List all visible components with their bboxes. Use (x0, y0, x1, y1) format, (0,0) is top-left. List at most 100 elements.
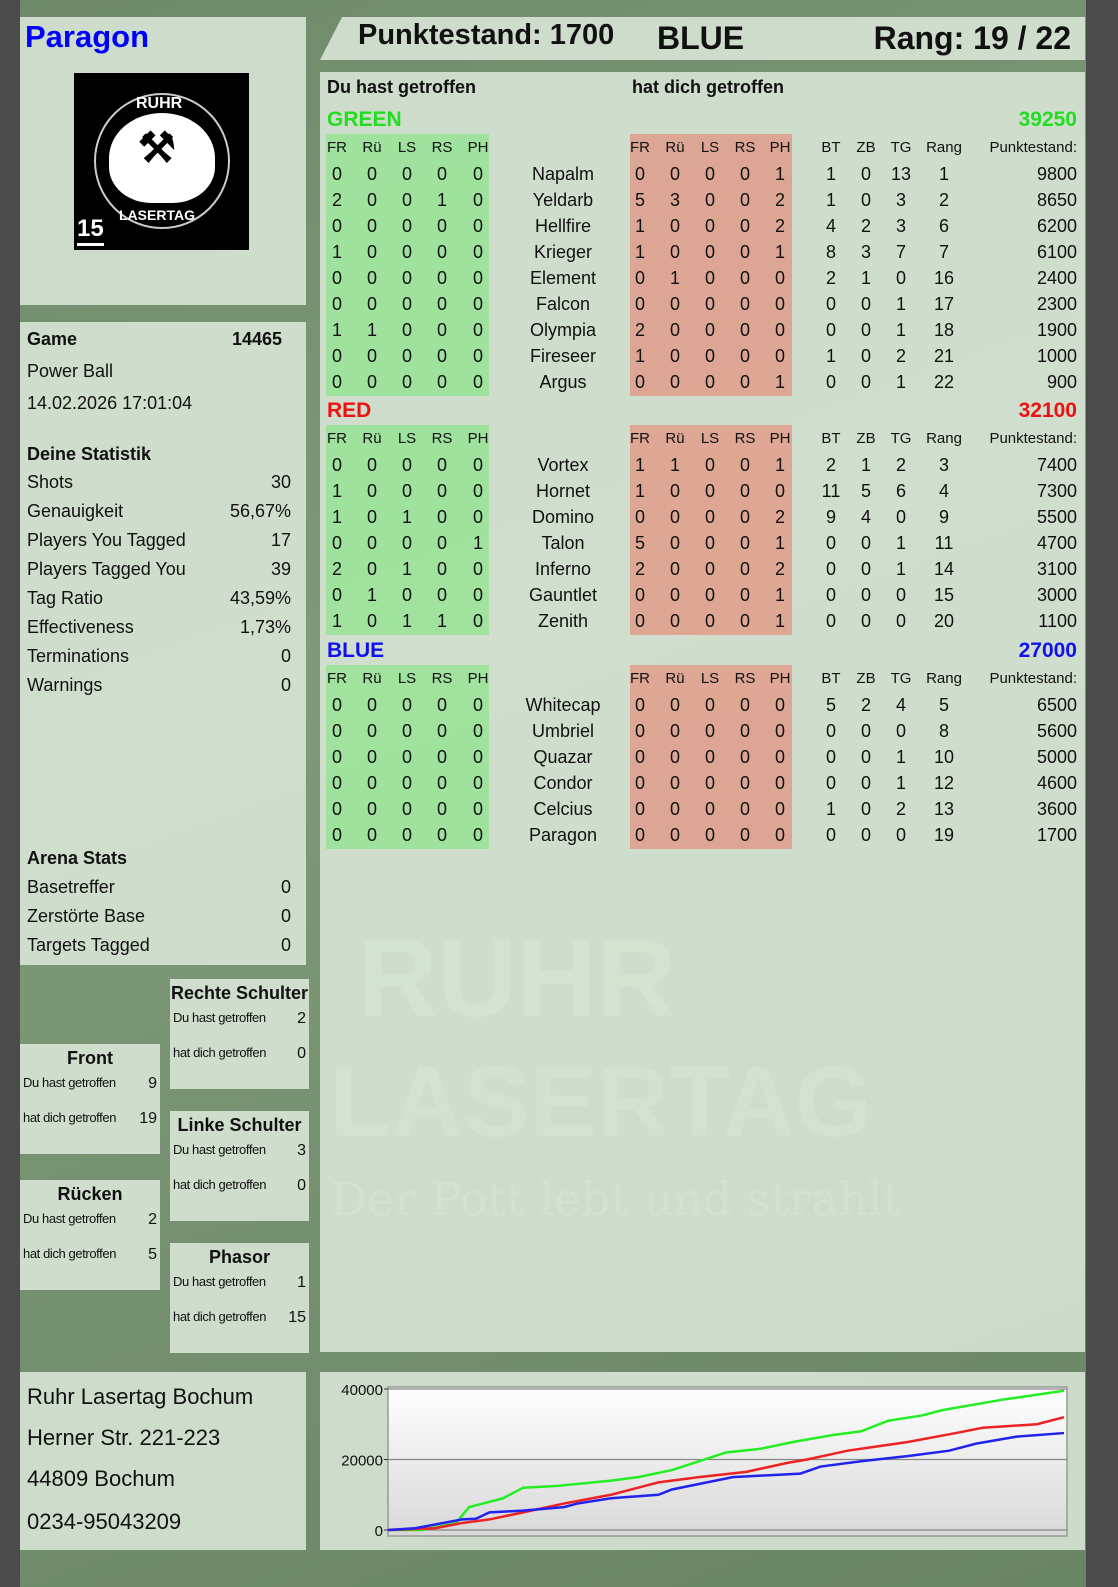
got-cell: 0 (704, 455, 716, 475)
got-cell: 0 (774, 799, 786, 819)
hit-cell: 0 (401, 799, 413, 819)
got-cell: 0 (739, 294, 751, 314)
got-cell: 0 (634, 585, 646, 605)
hit-cell: 0 (472, 799, 484, 819)
got-cell: 0 (634, 507, 646, 527)
stat-cell: 7300 (1036, 481, 1077, 501)
zone-box-rechte-schulter: Rechte Schulter Du hast getroffen 2 hat dic… (170, 979, 309, 1089)
got-cell: 0 (704, 268, 716, 288)
stat-cell: 0 (860, 825, 872, 845)
hit-cell: 0 (366, 533, 378, 553)
got-cell: 0 (704, 481, 716, 501)
stat-cell: 17 (933, 294, 955, 314)
got-cell: 0 (774, 320, 786, 340)
team-score: 27000 (1018, 639, 1077, 662)
zone-got-label: hat dich getroffen (23, 1246, 117, 1261)
stat-cell: 3 (860, 242, 872, 262)
stat-cell: 0 (825, 585, 837, 605)
stat-label: Genauigkeit (27, 501, 124, 521)
got-cell: 1 (774, 164, 786, 184)
zone-got-value: 19 (139, 1110, 157, 1127)
stat-cell: 0 (860, 533, 872, 553)
stat-cell: 0 (860, 559, 872, 579)
hit-cell: 1 (331, 242, 343, 262)
hit-cell: 1 (366, 320, 378, 340)
hit-cell: 0 (401, 773, 413, 793)
stat-cell: 18 (933, 320, 955, 340)
hit-cell: 0 (331, 533, 343, 553)
got-col-header: Rü (665, 430, 685, 447)
stat-cell: 1 (825, 190, 837, 210)
player-name: Falcon (535, 294, 591, 314)
hit-cell: 0 (436, 481, 448, 501)
got-col-header: LS (700, 139, 720, 156)
hit-cell: 0 (472, 825, 484, 845)
got-cell: 0 (739, 611, 751, 631)
stat-col-header: ZB (856, 430, 876, 447)
stat-cell: 7400 (1036, 455, 1077, 475)
got-cell: 2 (634, 559, 646, 579)
stat-value: 17 (270, 530, 291, 550)
stat-cell: 3 (895, 190, 907, 210)
stat-cell: 0 (860, 164, 872, 184)
stat-cell: 14 (933, 559, 955, 579)
hit-cell: 0 (436, 721, 448, 741)
hit-cell: 0 (436, 507, 448, 527)
stat-col-header: TG (890, 139, 912, 156)
stat-cell: 12 (933, 773, 955, 793)
hit-cell: 0 (366, 695, 378, 715)
got-cell: 0 (669, 346, 681, 366)
address-line2: Herner Str. 221-223 (27, 1425, 221, 1450)
got-cell: 1 (774, 533, 786, 553)
hit-cell: 0 (472, 611, 484, 631)
zone-box-front: Front Du hast getroffen 9 hat dich getroffe… (20, 1044, 160, 1154)
player-name: Quazar (533, 747, 593, 767)
zone-got-value: 0 (297, 1177, 306, 1194)
got-cell: 1 (634, 216, 646, 236)
got-cell: 0 (739, 164, 751, 184)
stat-cell: 2 (860, 216, 872, 236)
hit-cell: 0 (366, 559, 378, 579)
hit-col-header: PH (467, 139, 489, 156)
got-cell: 0 (634, 268, 646, 288)
hit-cell: 0 (472, 585, 484, 605)
address-line1: Ruhr Lasertag Bochum (27, 1384, 254, 1409)
stat-col-header: Rang (926, 670, 962, 687)
zone-title: Front (67, 1048, 113, 1068)
player-name: Argus (539, 372, 587, 392)
stat-cell: 9800 (1036, 164, 1077, 184)
hit-cell: 0 (331, 747, 343, 767)
hit-cell: 0 (472, 372, 484, 392)
stat-cell: 0 (825, 372, 837, 392)
got-cell: 1 (669, 455, 681, 475)
logo-top-text: RUHR (136, 95, 183, 112)
got-cell: 0 (739, 533, 751, 553)
stat-cell: 1 (895, 773, 907, 793)
stat-row: Players You Tagged 17 (27, 530, 291, 551)
hit-col-header: Rü (362, 139, 382, 156)
player-name: Umbriel (531, 721, 595, 741)
got-cell: 0 (704, 190, 716, 210)
arena-row: Targets Tagged 0 (27, 935, 291, 956)
player-name: Hornet (535, 481, 591, 501)
hit-cell: 0 (436, 294, 448, 314)
got-col-header: FR (630, 670, 650, 687)
stat-cell: 4 (860, 507, 872, 527)
stat-row: Genauigkeit 56,67% (27, 501, 291, 522)
got-col-header: PH (769, 139, 791, 156)
stat-cell: 2 (895, 346, 907, 366)
hit-cell: 0 (436, 320, 448, 340)
got-col-header: Rü (665, 670, 685, 687)
stat-cell: 0 (895, 585, 907, 605)
player-name: Olympia (529, 320, 597, 340)
stat-cell: 3100 (1036, 559, 1077, 579)
got-cell: 0 (704, 320, 716, 340)
stat-cell: 6100 (1036, 242, 1077, 262)
stat-value: 1,73% (239, 617, 291, 637)
hit-cell: 0 (472, 320, 484, 340)
hit-cell: 0 (436, 268, 448, 288)
hit-cell: 0 (401, 481, 413, 501)
got-cell: 2 (774, 190, 786, 210)
got-col-header: LS (700, 670, 720, 687)
stat-label: Tag Ratio (27, 588, 104, 608)
